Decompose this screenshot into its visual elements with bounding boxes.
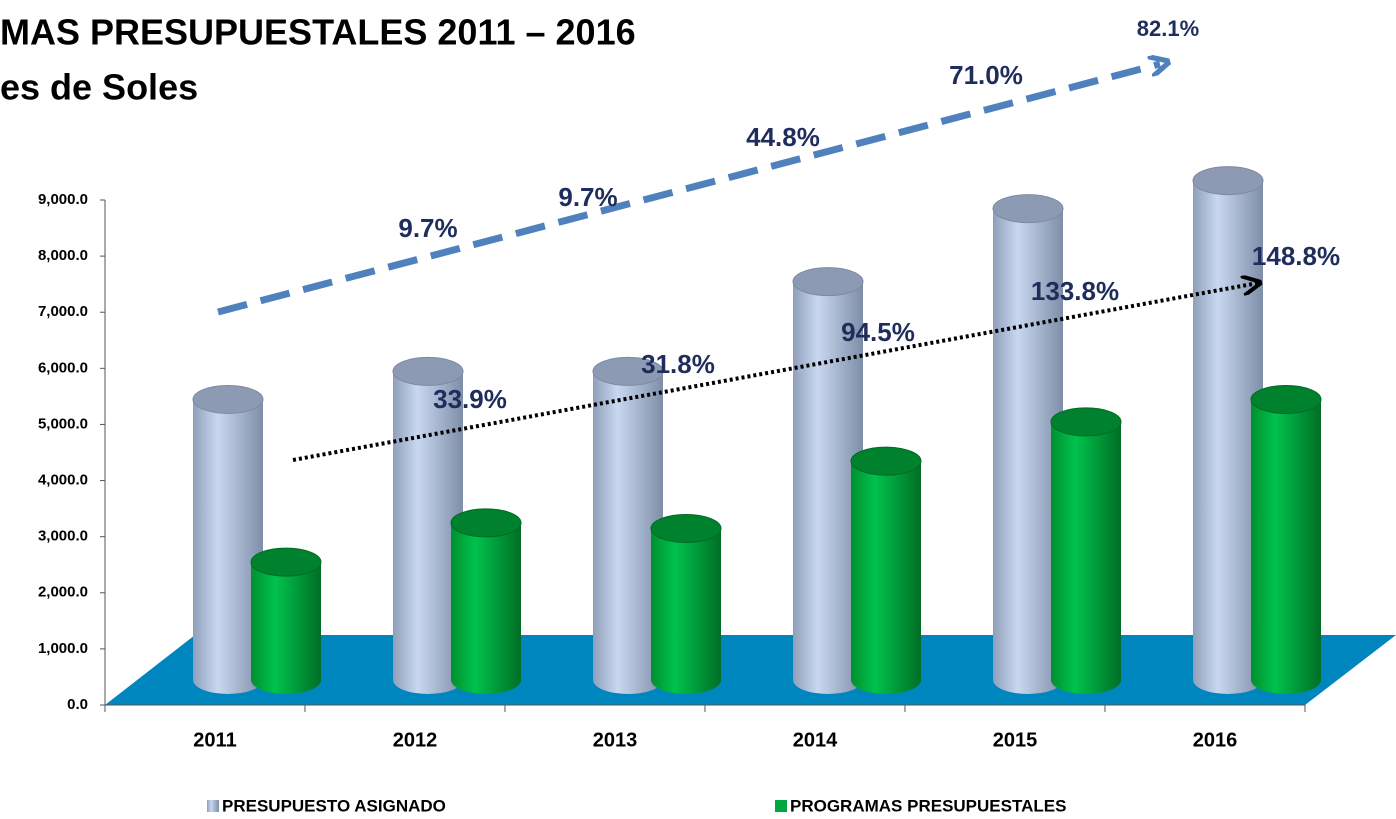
trend-arrow bbox=[292, 283, 1258, 462]
bar-top bbox=[392, 356, 464, 386]
annotation: 82.1% bbox=[1137, 16, 1199, 41]
legend-label: PROGRAMAS PRESUPUESTALES bbox=[790, 796, 1066, 815]
legend-swatch bbox=[775, 800, 787, 812]
y-tick-label: 6,000.0 bbox=[38, 359, 88, 376]
annotation: 133.8% bbox=[1031, 276, 1119, 306]
chart-title: MAS PRESUPUESTALES 2011 – 2016 bbox=[0, 12, 636, 53]
bar-base bbox=[593, 666, 663, 694]
x-tick-label: 2015 bbox=[993, 729, 1038, 751]
bar bbox=[651, 528, 721, 680]
x-tick-label: 2016 bbox=[1193, 729, 1238, 751]
y-tick-label: 3,000.0 bbox=[38, 528, 88, 545]
y-tick-label: 1,000.0 bbox=[38, 640, 88, 657]
annotation: 33.9% bbox=[433, 384, 507, 414]
bar-base bbox=[1251, 666, 1321, 694]
bar-base bbox=[193, 666, 263, 694]
y-tick-label: 7,000.0 bbox=[38, 303, 88, 320]
x-tick-label: 2014 bbox=[793, 729, 838, 751]
bar bbox=[1251, 399, 1321, 680]
bar-top bbox=[592, 356, 664, 386]
y-tick-label: 8,000.0 bbox=[38, 247, 88, 264]
bar-base bbox=[393, 666, 463, 694]
bar-top bbox=[1192, 166, 1264, 196]
legend-swatch bbox=[207, 800, 219, 812]
bar-top bbox=[250, 547, 322, 577]
bar-base bbox=[793, 666, 863, 694]
y-tick-label: 2,000.0 bbox=[38, 584, 88, 601]
annotation: 31.8% bbox=[641, 349, 715, 379]
y-tick-label: 9,000.0 bbox=[38, 191, 88, 208]
bar-top bbox=[992, 194, 1064, 224]
bar-top bbox=[450, 508, 522, 538]
bar-top bbox=[650, 514, 722, 543]
bar-base bbox=[851, 666, 921, 694]
bar-top bbox=[1050, 407, 1122, 437]
annotation: 94.5% bbox=[841, 317, 915, 347]
bar-base bbox=[993, 666, 1063, 694]
bar bbox=[1051, 421, 1121, 680]
bar bbox=[851, 461, 921, 680]
chart-subtitle: es de Soles bbox=[0, 67, 198, 108]
trend-arrow bbox=[217, 64, 1160, 316]
bar-base bbox=[651, 666, 721, 694]
bar-base bbox=[1051, 666, 1121, 694]
y-tick-label: 0.0 bbox=[67, 696, 88, 713]
bar-top bbox=[192, 384, 264, 414]
bar-base bbox=[1193, 666, 1263, 694]
x-tick-label: 2012 bbox=[393, 729, 438, 751]
bar-top bbox=[850, 446, 922, 476]
bar bbox=[251, 562, 321, 680]
bar-top bbox=[1250, 384, 1322, 414]
annotation: 44.8% bbox=[746, 122, 820, 152]
annotation: 71.0% bbox=[949, 60, 1023, 90]
legend-label: PRESUPUESTO ASIGNADO bbox=[222, 796, 446, 815]
bar-top bbox=[792, 267, 864, 297]
y-tick-label: 4,000.0 bbox=[38, 472, 88, 489]
annotation: 148.8% bbox=[1252, 241, 1340, 271]
y-tick-label: 5,000.0 bbox=[38, 415, 88, 432]
bar-base bbox=[451, 666, 521, 694]
annotation: 9.7% bbox=[398, 213, 457, 243]
x-tick-label: 2013 bbox=[593, 729, 638, 751]
bar-base bbox=[251, 666, 321, 694]
x-tick-label: 2011 bbox=[193, 729, 236, 751]
annotation: 9.7% bbox=[558, 182, 617, 212]
bar bbox=[451, 522, 521, 680]
